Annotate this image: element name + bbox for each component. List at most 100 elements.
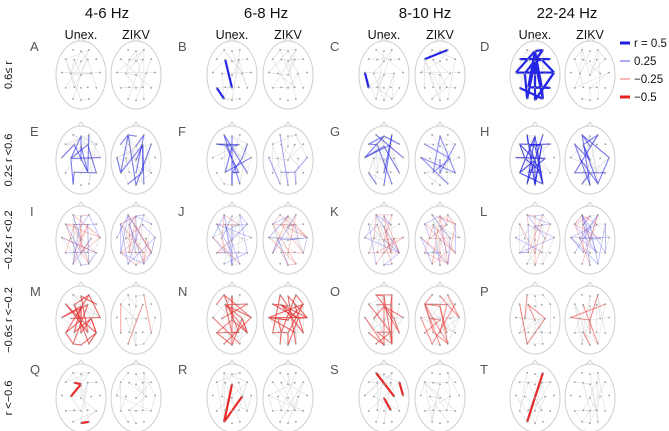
nose-mark <box>585 121 595 128</box>
electrode-dot <box>596 134 599 136</box>
electrode-dot <box>581 214 584 216</box>
electrode-dot <box>389 223 392 226</box>
connection-edge <box>280 215 289 225</box>
electrode-dot <box>589 239 591 241</box>
electrode-dot <box>573 223 576 225</box>
connection-edge <box>295 294 304 305</box>
electrode-dot <box>135 422 137 424</box>
head-map-R-unex <box>206 359 258 431</box>
electrode-dot <box>115 316 118 319</box>
electrode-dot <box>287 319 289 321</box>
background-edge <box>231 135 248 145</box>
connection-edge <box>534 223 551 266</box>
electrode-dot <box>375 372 378 374</box>
background-edge <box>570 237 591 254</box>
connection-edge <box>581 214 591 241</box>
connection-edge <box>120 239 137 254</box>
connection-edge <box>88 332 97 345</box>
electrode-dot <box>119 409 122 412</box>
electrode-dot <box>237 223 240 226</box>
connection-edge <box>80 252 90 265</box>
electrode-dot <box>383 74 385 76</box>
connection-edge <box>80 237 101 254</box>
connection-edge <box>534 214 543 217</box>
background-edge <box>368 136 385 173</box>
connection-edge <box>432 224 456 254</box>
background-edge <box>581 49 591 76</box>
connection-edge <box>527 304 536 321</box>
electrode-dot <box>540 331 543 334</box>
electrode-dot <box>250 156 253 159</box>
background-edge <box>70 59 75 74</box>
electrode-dot <box>135 184 137 186</box>
background-edge <box>287 383 308 396</box>
connection-edge <box>424 294 433 305</box>
electrode-dot <box>128 58 131 61</box>
connection-edge <box>88 294 101 318</box>
background-edge <box>526 239 536 264</box>
electrode-dot <box>367 409 370 412</box>
electrode-dot <box>231 74 233 76</box>
head-outline <box>110 205 162 275</box>
nose-mark <box>131 121 141 128</box>
background-edge <box>534 397 543 411</box>
electrode-dot <box>445 143 448 146</box>
nose-mark <box>379 201 389 208</box>
background-edge <box>368 319 385 334</box>
connection-edge <box>424 303 434 333</box>
electrode-dot <box>87 294 90 296</box>
electrode-dot <box>99 394 102 397</box>
electrode-dot <box>246 331 249 334</box>
electrode-dot <box>439 319 441 321</box>
background-edge <box>65 372 89 383</box>
background-edge <box>581 410 591 423</box>
electrode-dot <box>445 86 448 89</box>
electrode-dot <box>389 171 392 174</box>
electrode-dot <box>569 71 572 74</box>
connection-edge <box>281 304 308 319</box>
background-edge <box>268 382 295 396</box>
electrode-dot <box>383 264 385 266</box>
electrode-dot <box>119 143 122 145</box>
background-edge <box>287 134 296 137</box>
electrode-dot <box>423 331 426 334</box>
background-edge <box>65 49 89 60</box>
connection-edge <box>128 215 137 225</box>
electrode-dot <box>69 395 72 398</box>
electrode-dot <box>596 214 599 216</box>
electrode-dot <box>276 157 279 160</box>
connection-edge <box>439 226 448 253</box>
electrode-dot <box>372 72 375 75</box>
electrode-dot <box>135 251 137 254</box>
panel-letter-P: P <box>480 284 489 299</box>
electrode-dot <box>135 409 137 412</box>
electrode-dot <box>398 303 401 305</box>
electrode-dot <box>231 319 233 321</box>
connection-edge <box>375 372 395 398</box>
connection-edge <box>80 146 89 173</box>
background-edge <box>238 382 248 411</box>
electrode-dot <box>439 409 441 412</box>
head-map-B-zikv <box>262 36 314 110</box>
connection-edge <box>268 317 296 333</box>
head-outline <box>509 125 561 195</box>
electrode-dot <box>596 372 599 374</box>
background-edge <box>80 382 89 399</box>
connection-edge <box>281 331 289 334</box>
electrode-dot <box>95 58 98 60</box>
electrode-dot <box>398 143 401 145</box>
connection-edge <box>72 304 89 345</box>
connection-edge <box>570 237 584 253</box>
electrode-dot <box>250 236 253 239</box>
electrode-dot <box>246 143 249 145</box>
electrode-dot <box>231 60 233 63</box>
background-edge <box>70 396 82 412</box>
panel-grid: A B C DE F G HI J K LM N O PQ R S T <box>30 36 616 431</box>
electrode-dot <box>142 182 145 185</box>
electrode-dot <box>540 58 543 61</box>
connection-edge <box>116 214 129 238</box>
electrode-dot <box>534 373 536 376</box>
background-edge <box>287 49 297 76</box>
electrode-dot <box>287 331 289 334</box>
connection-edge <box>526 134 536 186</box>
